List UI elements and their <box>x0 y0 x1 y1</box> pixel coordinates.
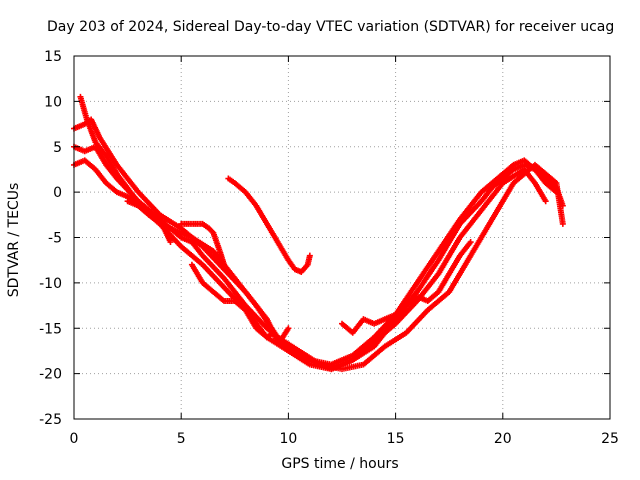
x-tick-label: 5 <box>177 431 186 447</box>
y-axis-label: SDTVAR / TECUs <box>6 182 22 298</box>
data-point <box>559 220 566 227</box>
y-axis-ticks: -25 -20 -15 -10 -5 0 5 10 15 <box>39 49 610 428</box>
series-track-9 <box>124 198 174 246</box>
y-tick-label: -10 <box>39 276 62 292</box>
series-track-5 <box>225 175 313 275</box>
x-axis-ticks: 0 5 10 15 20 25 <box>70 56 619 447</box>
series-track-7 <box>339 239 474 336</box>
x-tick-label: 15 <box>387 431 405 447</box>
x-tick-label: 25 <box>601 431 619 447</box>
x-tick-label: 20 <box>494 431 512 447</box>
series-track-8 <box>178 220 228 268</box>
data-point <box>221 261 228 268</box>
series-track-6 <box>188 261 292 345</box>
x-axis-label: GPS time / hours <box>281 456 399 472</box>
data-point <box>167 239 174 246</box>
y-tick-label: -20 <box>39 367 62 383</box>
y-tick-label: 15 <box>44 49 62 65</box>
chart-grid <box>74 56 610 419</box>
series-track-1 <box>71 116 566 373</box>
y-tick-label: 5 <box>53 140 62 156</box>
data-point <box>542 198 549 205</box>
x-tick-label: 0 <box>70 431 79 447</box>
data-point <box>285 325 292 332</box>
data-point <box>467 239 474 246</box>
series-track-4 <box>77 93 566 373</box>
y-tick-label: -5 <box>48 231 62 247</box>
y-tick-label: -25 <box>39 412 62 428</box>
y-tick-label: 0 <box>53 185 62 201</box>
y-tick-label: -15 <box>39 321 62 337</box>
chart-title: Day 203 of 2024, Sidereal Day-to-day VTE… <box>47 19 615 35</box>
x-tick-label: 10 <box>279 431 297 447</box>
y-tick-label: 10 <box>44 94 62 110</box>
chart-points <box>71 93 566 373</box>
series-track-2 <box>71 143 560 368</box>
data-point <box>306 252 313 259</box>
